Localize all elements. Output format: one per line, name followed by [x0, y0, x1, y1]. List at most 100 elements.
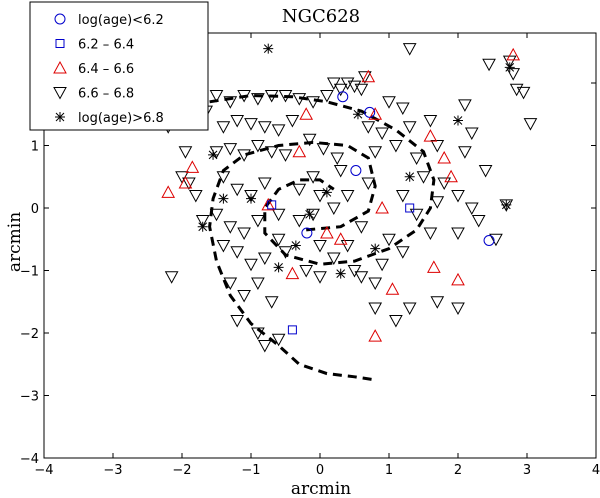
data-point — [506, 47, 521, 61]
y-tick-label: −4 — [20, 452, 39, 467]
data-point — [271, 333, 286, 347]
data-point — [263, 43, 274, 54]
x-tick-label: −1 — [241, 463, 260, 478]
data-point — [230, 115, 245, 128]
data-point — [292, 183, 307, 197]
data-point — [185, 160, 200, 173]
x-tick-label: 4 — [592, 463, 600, 478]
data-point — [340, 240, 355, 253]
data-point — [464, 127, 479, 141]
data-point — [451, 190, 465, 203]
data-point — [301, 227, 313, 239]
x-tick-label: −3 — [103, 463, 122, 478]
data-point — [404, 171, 415, 182]
legend-label: log(age)<6.2 — [78, 13, 164, 28]
spiral-arm-line — [209, 93, 436, 266]
legend-label: 6.4 – 6.6 — [78, 62, 134, 77]
data-point — [299, 107, 314, 120]
data-point — [285, 266, 300, 280]
data-point — [409, 152, 424, 166]
data-point — [458, 146, 472, 159]
data-point — [188, 190, 203, 203]
data-point — [437, 177, 452, 191]
data-point — [299, 265, 314, 278]
data-point — [208, 149, 219, 160]
data-point — [330, 152, 345, 166]
data-point — [382, 233, 396, 247]
data-point — [267, 200, 277, 210]
data-point — [271, 124, 286, 137]
legend-label: 6.6 – 6.8 — [78, 87, 134, 102]
data-point — [340, 190, 355, 203]
data-point — [368, 146, 383, 159]
data-markers — [161, 43, 538, 353]
data-point — [216, 240, 231, 253]
data-point — [444, 169, 458, 183]
data-point — [430, 140, 445, 153]
data-point — [395, 102, 410, 116]
data-point — [244, 258, 258, 272]
data-point — [451, 302, 465, 316]
data-point — [354, 83, 369, 97]
data-point — [423, 115, 438, 128]
data-point — [197, 221, 208, 232]
data-point — [237, 149, 251, 162]
x-tick-label: −2 — [172, 463, 191, 478]
data-point — [292, 93, 307, 106]
data-point — [464, 202, 479, 216]
data-point — [489, 233, 503, 247]
data-point — [316, 143, 331, 156]
data-point — [516, 86, 531, 100]
data-point — [352, 109, 363, 120]
y-tick-label: −2 — [20, 327, 39, 342]
data-point — [395, 246, 410, 259]
data-point — [264, 146, 279, 159]
data-point — [375, 200, 389, 214]
data-point — [416, 171, 431, 184]
legend-marker — [54, 13, 66, 25]
data-point — [347, 80, 362, 94]
data-point — [161, 185, 176, 198]
data-point — [375, 127, 389, 141]
data-point — [506, 68, 521, 81]
data-point — [368, 107, 383, 120]
data-point — [287, 325, 297, 335]
data-point — [178, 146, 193, 159]
data-point — [451, 272, 465, 286]
data-point — [333, 232, 348, 245]
data-point — [402, 121, 417, 134]
data-point — [271, 208, 286, 222]
x-tick-label: −4 — [34, 463, 53, 478]
data-point — [471, 215, 486, 228]
data-point — [361, 121, 376, 134]
data-point — [261, 197, 276, 211]
data-point — [326, 252, 341, 266]
data-point — [230, 183, 245, 197]
data-point — [361, 177, 376, 191]
data-point — [304, 209, 315, 220]
data-point — [313, 271, 327, 284]
data-point — [333, 165, 348, 178]
data-point — [326, 77, 341, 91]
data-point — [354, 271, 369, 284]
data-point — [395, 190, 410, 203]
data-point — [264, 296, 279, 309]
data-point — [430, 296, 445, 309]
data-point — [368, 302, 383, 316]
data-point — [453, 115, 463, 126]
data-point — [326, 202, 341, 216]
data-point — [278, 246, 293, 259]
spiral-arms — [208, 93, 436, 382]
data-point — [182, 177, 196, 191]
data-point — [251, 140, 265, 153]
data-point — [368, 329, 383, 342]
data-point — [278, 149, 293, 162]
data-point — [320, 90, 334, 103]
data-point — [244, 118, 258, 131]
data-point — [350, 165, 362, 176]
data-point — [337, 91, 349, 103]
data-point — [292, 215, 307, 228]
x-tick-label: 3 — [523, 463, 531, 478]
data-point — [364, 106, 376, 118]
